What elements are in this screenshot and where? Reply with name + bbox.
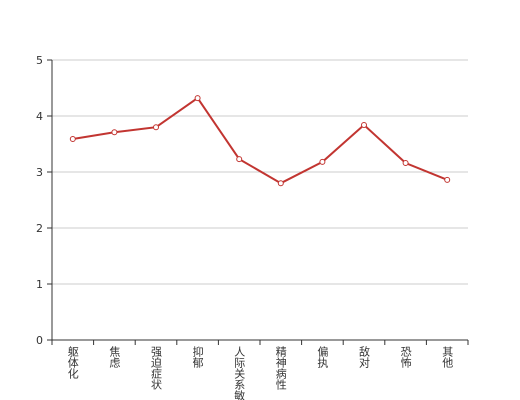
point bbox=[194, 95, 201, 102]
point bbox=[444, 176, 451, 183]
x-tick-label: 恐怖 bbox=[399, 346, 412, 368]
y-tick-label: 2 bbox=[36, 222, 43, 235]
point bbox=[319, 158, 326, 165]
point bbox=[402, 160, 409, 167]
point bbox=[236, 156, 243, 163]
x-tick-label: 其他 bbox=[441, 346, 454, 368]
point bbox=[153, 124, 159, 131]
y-tick-label: 5 bbox=[36, 54, 43, 67]
point bbox=[69, 135, 76, 142]
x-tick-label: 偏执 bbox=[316, 345, 329, 369]
line bbox=[72, 96, 448, 185]
x-tick-label: 焦虑 bbox=[108, 346, 121, 368]
y-tick-label: 4 bbox=[36, 110, 43, 123]
point bbox=[277, 180, 284, 187]
x-tick-label: 精神病性 bbox=[274, 346, 287, 391]
y-tick-label: 3 bbox=[36, 166, 43, 179]
point bbox=[111, 129, 118, 136]
x-tick-label: 敌对 bbox=[358, 345, 371, 368]
x-tick-label: 强迫症状 bbox=[150, 346, 163, 390]
x-tick-label: 人际关系敏感 bbox=[233, 346, 246, 400]
point bbox=[361, 121, 367, 128]
x-tick-label: 抑郁 bbox=[191, 345, 204, 368]
y-tick-label: 1 bbox=[36, 278, 43, 291]
x-tick-label: 躯体化 bbox=[66, 346, 79, 380]
y-tick-label: 0 bbox=[36, 334, 43, 347]
